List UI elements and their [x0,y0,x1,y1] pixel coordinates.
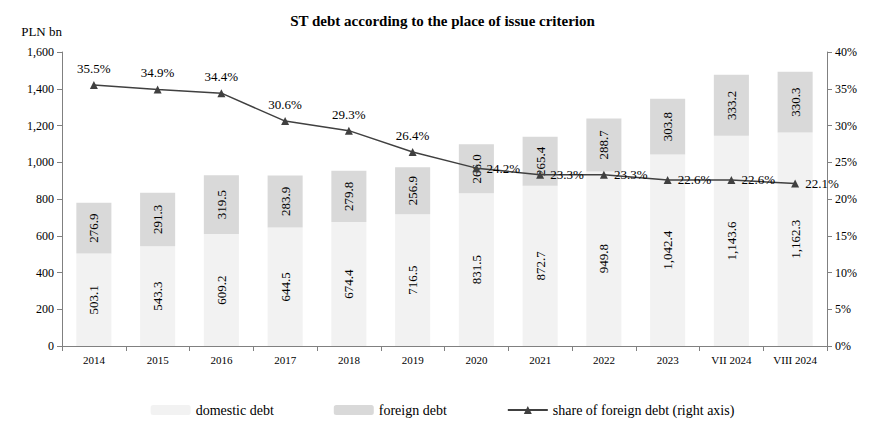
svg-text:330.3: 330.3 [788,87,803,116]
svg-text:25%: 25% [835,155,857,169]
svg-text:400: 400 [36,266,54,280]
svg-text:22.6%: 22.6% [678,172,712,187]
svg-text:30.6%: 30.6% [268,97,302,112]
svg-text:266.0: 266.0 [468,154,484,184]
svg-text:VII 2024: VII 2024 [711,354,752,366]
svg-text:22.1%: 22.1% [805,176,839,191]
svg-text:1,000: 1,000 [27,155,54,169]
svg-text:29.3%: 29.3% [332,107,366,122]
svg-text:644.5: 644.5 [278,272,293,301]
svg-text:609.2: 609.2 [214,275,229,304]
svg-text:503.1: 503.1 [86,285,101,314]
svg-text:2017: 2017 [274,354,297,366]
svg-text:5%: 5% [835,302,851,316]
svg-text:40%: 40% [835,45,857,59]
svg-text:333.2: 333.2 [724,91,739,120]
svg-text:872.7: 872.7 [533,251,548,281]
svg-text:2023: 2023 [657,354,680,366]
svg-text:319.5: 319.5 [214,190,229,219]
svg-text:15%: 15% [835,229,857,243]
svg-text:22.6%: 22.6% [741,172,775,187]
svg-text:291.3: 291.3 [150,205,165,234]
svg-text:2014: 2014 [83,354,106,366]
svg-text:2016: 2016 [210,354,233,366]
svg-text:PLN bn: PLN bn [21,24,62,39]
svg-text:831.5: 831.5 [469,255,484,284]
svg-text:800: 800 [36,192,54,206]
svg-text:2020: 2020 [465,354,488,366]
svg-text:35.5%: 35.5% [77,61,111,76]
svg-text:279.8: 279.8 [341,182,356,211]
svg-text:1,600: 1,600 [27,45,54,59]
svg-text:2021: 2021 [529,354,551,366]
svg-text:26.4%: 26.4% [396,128,430,143]
svg-text:34.4%: 34.4% [205,69,239,84]
svg-text:1,200: 1,200 [27,119,54,133]
svg-text:1,143.6: 1,143.6 [724,221,739,261]
svg-text:716.5: 716.5 [405,266,420,295]
svg-text:1,400: 1,400 [27,82,54,96]
svg-text:VIII 2024: VIII 2024 [773,354,817,366]
svg-text:domestic debt: domestic debt [196,403,274,418]
svg-text:200: 200 [36,302,54,316]
svg-text:10%: 10% [835,266,857,280]
svg-text:303.8: 303.8 [660,112,675,141]
svg-text:23.3%: 23.3% [550,167,584,182]
svg-text:265.4: 265.4 [532,146,548,176]
svg-text:0%: 0% [835,339,851,353]
svg-text:256.9: 256.9 [405,176,420,205]
svg-text:1,042.4: 1,042.4 [660,230,675,269]
svg-text:600: 600 [36,229,54,243]
svg-text:35%: 35% [835,82,857,96]
svg-text:ST debt according to the place: ST debt according to the place of issue … [290,13,595,29]
svg-text:288.7: 288.7 [596,130,611,160]
svg-text:20%: 20% [835,192,857,206]
svg-text:674.4: 674.4 [341,269,356,299]
svg-text:543.3: 543.3 [150,281,165,310]
svg-text:2022: 2022 [593,354,615,366]
svg-text:949.8: 949.8 [596,244,611,273]
svg-text:0: 0 [48,339,54,353]
svg-text:2015: 2015 [147,354,170,366]
svg-text:24.2%: 24.2% [486,161,520,176]
svg-text:23.3%: 23.3% [614,167,648,182]
svg-text:foreign debt: foreign debt [379,403,447,418]
svg-text:276.9: 276.9 [86,213,101,242]
svg-text:2018: 2018 [338,354,361,366]
svg-text:34.9%: 34.9% [141,65,175,80]
svg-text:share of foreign debt (right a: share of foreign debt (right axis) [553,403,735,419]
svg-text:30%: 30% [835,119,857,133]
svg-text:1,162.3: 1,162.3 [788,220,803,259]
svg-text:2019: 2019 [402,354,425,366]
svg-text:283.9: 283.9 [278,187,293,216]
